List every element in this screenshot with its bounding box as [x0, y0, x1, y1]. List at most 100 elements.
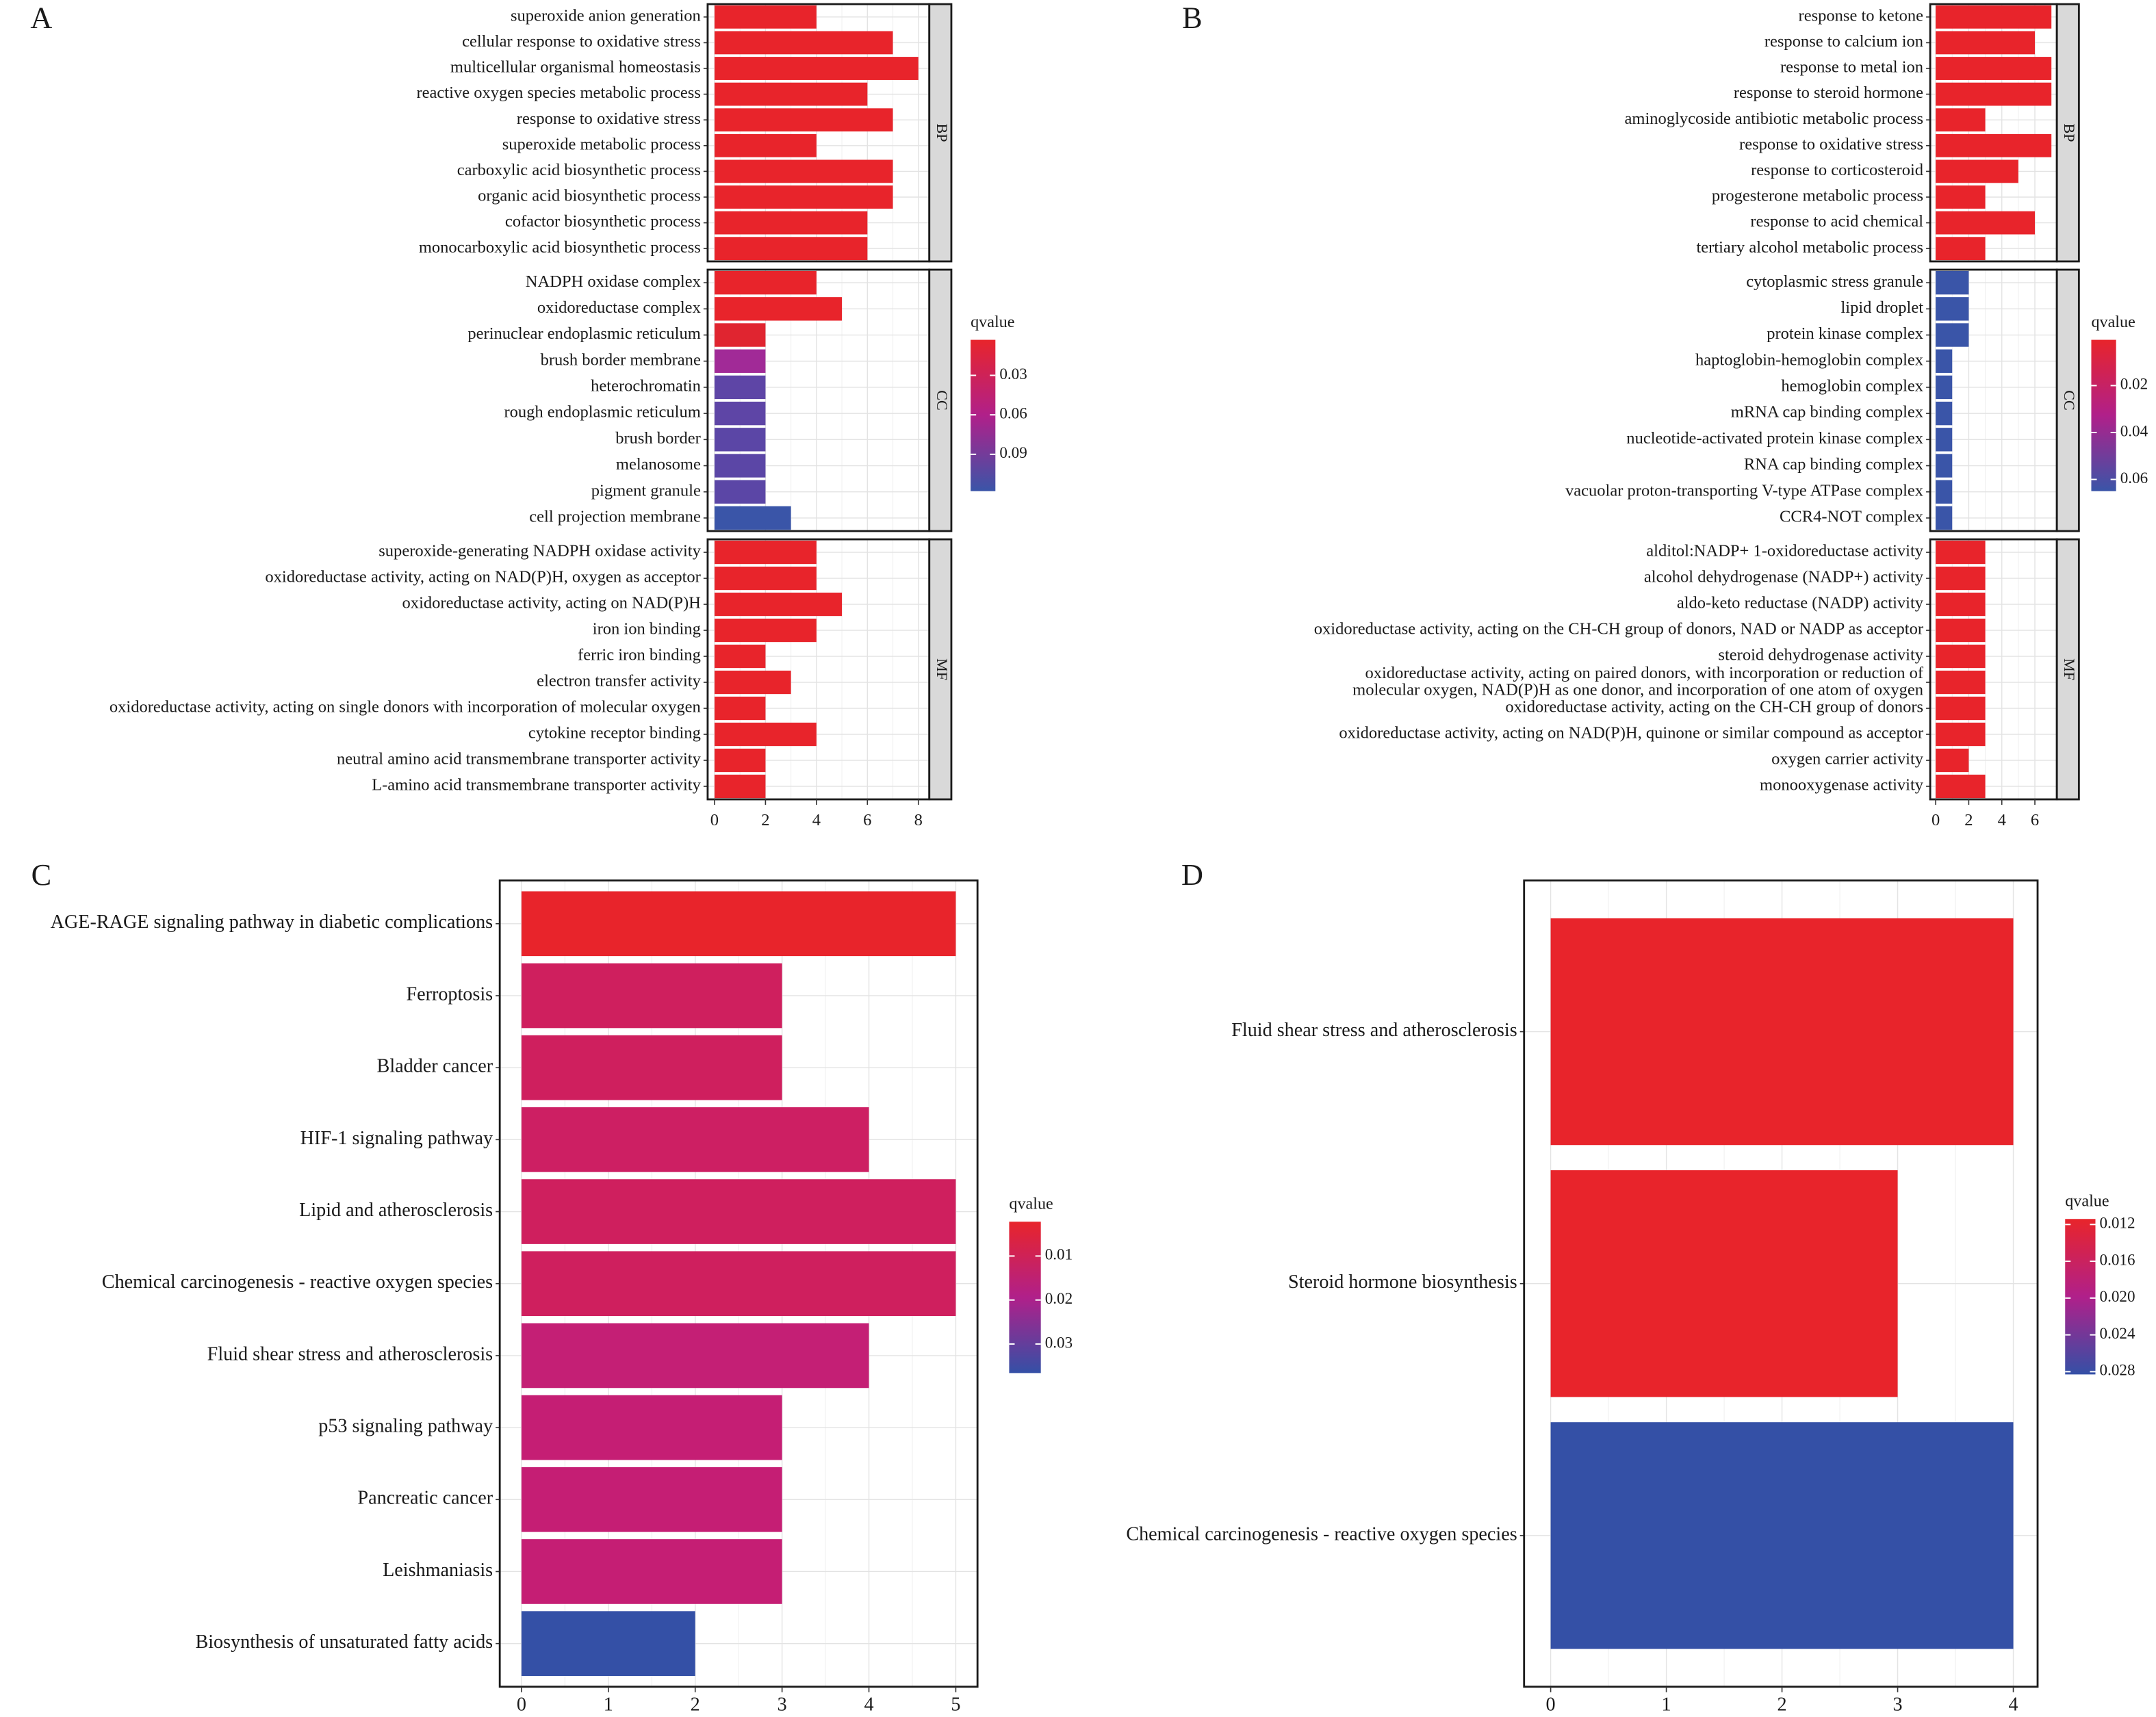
colorbar-tick-label: 0.028 [2100, 1362, 2135, 1380]
y-tick-label: oxygen carrier activity [1771, 750, 1924, 769]
bar [1550, 918, 2014, 1146]
y-tick-label: Fluid shear stress and atherosclerosis [207, 1343, 493, 1365]
bar [1936, 401, 1953, 426]
colorbar-tick-label: 0.024 [2100, 1325, 2135, 1343]
y-tick-label: tertiary alcohol metabolic process [1696, 238, 1923, 257]
y-tick-label: perinuclear endoplasmic reticulum [467, 324, 700, 343]
y-tick-label: Fluid shear stress and atherosclerosis [1231, 1020, 1517, 1041]
facet-strip [2055, 3, 2080, 263]
y-tick-label: pigment granule [591, 481, 701, 500]
bar [714, 375, 766, 400]
y-tick-label: cellular response to oxidative stress [462, 32, 701, 51]
bar [521, 1179, 956, 1244]
y-tick-label: L-amino acid transmembrane transporter a… [372, 776, 701, 795]
bar [714, 592, 843, 617]
panel-border [498, 879, 979, 1688]
x-tick-label: 0 [1932, 811, 1940, 829]
x-tick-label: 1 [604, 1694, 613, 1715]
colorbar-tick-label: 0.09 [999, 444, 1027, 462]
bar [1550, 1170, 1898, 1397]
facet-strip [928, 538, 953, 801]
bar [1936, 618, 1986, 643]
y-tick-label: p53 signaling pathway [318, 1416, 493, 1437]
bar [1936, 540, 1986, 565]
x-tick-label: 3 [778, 1694, 787, 1715]
bar [714, 108, 893, 132]
facet-label: CC [934, 390, 951, 410]
y-tick-label: carboxylic acid biosynthetic process [457, 161, 701, 179]
facet-label: BP [934, 123, 951, 142]
y-tick-label: CCR4-NOT complex [1780, 508, 1923, 526]
y-tick-label: Leishmaniasis [383, 1560, 493, 1581]
bar [1936, 159, 2018, 183]
y-tick-label: brush border [615, 429, 701, 448]
y-tick-label: Chemical carcinogenesis - reactive oxyge… [1126, 1523, 1517, 1545]
y-tick-label: oxidoreductase activity, acting on the C… [1314, 620, 1923, 638]
y-tick-label: progesterone metabolic process [1712, 187, 1923, 205]
colorbar-tick-label: 0.06 [2120, 469, 2148, 487]
bar [1936, 57, 2052, 80]
y-tick-label: NADPH oxidase complex [526, 272, 701, 291]
bar [1936, 133, 2052, 157]
bar [714, 618, 817, 643]
bar [1936, 31, 2036, 55]
y-tick-label: Bladder cancer [377, 1056, 493, 1077]
y-tick-label: monocarboxylic acid biosynthetic process [419, 238, 701, 257]
x-tick-label: 4 [812, 811, 821, 829]
bar [1936, 670, 1986, 695]
bar [714, 540, 817, 565]
y-tick-label: mRNA cap binding complex [1731, 403, 1923, 422]
y-tick-label: iron ion binding [593, 620, 701, 638]
y-tick-label: oxidoreductase activity, acting on NAD(P… [1339, 724, 1923, 743]
bar [714, 454, 766, 478]
y-tick-label: response to calcium ion [1764, 32, 1923, 51]
bar [1936, 270, 1969, 295]
bar [1936, 323, 1969, 347]
panel-label: C [31, 858, 52, 892]
y-tick-label: steroid dehydrogenase activity [1718, 646, 1923, 664]
y-tick-label: oxidoreductase complex [537, 298, 701, 317]
bar [1550, 1422, 2014, 1649]
y-tick-label: Chemical carcinogenesis - reactive oxyge… [102, 1271, 493, 1293]
bar [714, 57, 919, 80]
bar [521, 1107, 869, 1172]
bar [1936, 428, 1953, 452]
x-tick-label: 6 [2031, 811, 2039, 829]
bar [714, 428, 766, 452]
y-tick-label: oxidoreductase activity, acting on NAD(P… [402, 594, 701, 612]
bar [1936, 748, 1969, 773]
bar [714, 237, 868, 261]
bar [521, 1035, 782, 1100]
bar [521, 963, 782, 1029]
y-tick-label: multicellular organismal homeostasis [450, 58, 701, 77]
bar [714, 297, 843, 321]
bar [1936, 454, 1953, 478]
y-tick-label: response to corticosteroid [1751, 161, 1923, 179]
bar [1936, 211, 2036, 235]
bar [1936, 696, 1986, 721]
colorbar-tick-label: 0.03 [1045, 1334, 1073, 1352]
panel-label: A [30, 1, 52, 34]
y-tick-label: cytokine receptor binding [528, 724, 701, 743]
bar [1936, 480, 1953, 504]
y-tick-label: melanosome [616, 455, 701, 474]
x-tick-label: 2 [691, 1694, 700, 1715]
colorbar-tick-label: 0.03 [999, 365, 1027, 383]
y-tick-label: aminoglycoside antibiotic metabolic proc… [1625, 109, 1924, 128]
y-tick-label: lipid droplet [1840, 298, 1923, 317]
x-tick-label: 8 [914, 811, 923, 829]
colorbar [2065, 1219, 2096, 1375]
y-tick-label: electron transfer activity [537, 672, 701, 690]
x-tick-label: 0 [517, 1694, 526, 1715]
bar [714, 644, 766, 669]
y-tick-label: Biosynthesis of unsaturated fatty acids [195, 1631, 493, 1653]
bar [521, 1251, 956, 1317]
bar [714, 722, 817, 747]
bar [1936, 506, 1953, 530]
facet-label: MF [934, 658, 951, 680]
panel-label: B [1182, 1, 1203, 34]
y-tick-label: ferric iron binding [578, 646, 701, 664]
bar [1936, 185, 1986, 209]
bar [1936, 375, 1953, 400]
